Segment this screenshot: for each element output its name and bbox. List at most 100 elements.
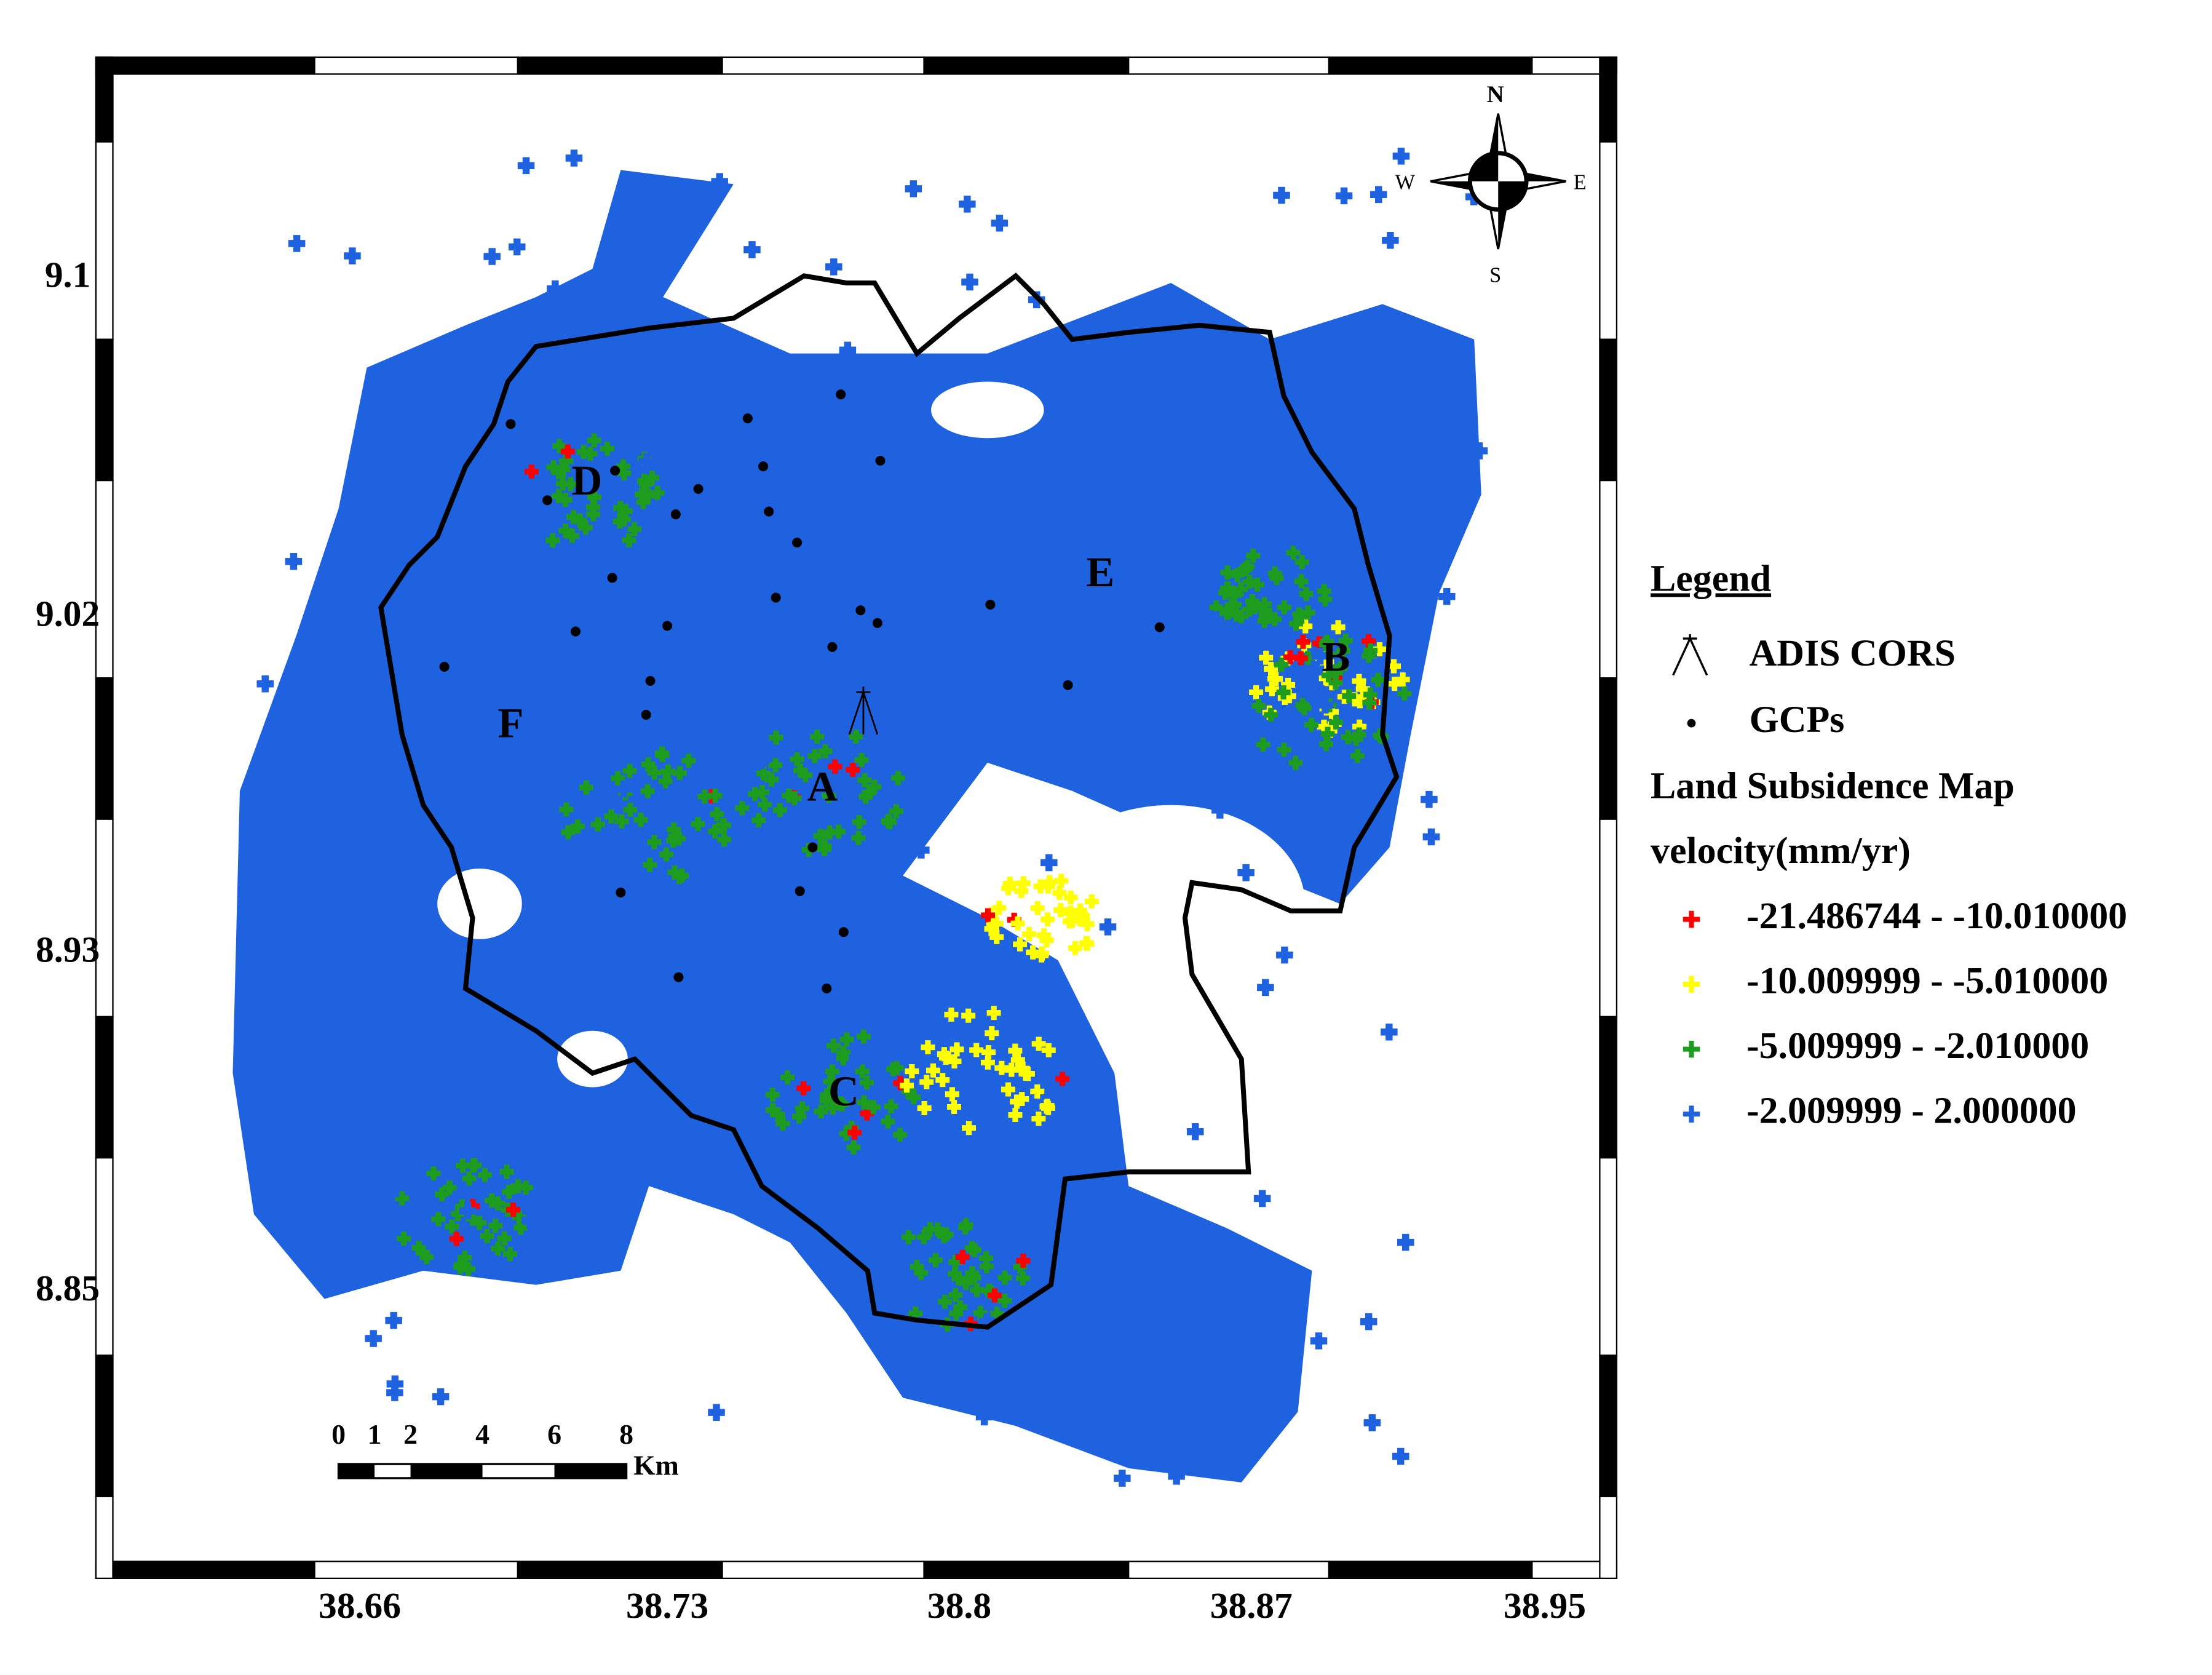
velocity-point (735, 801, 750, 816)
velocity-point (938, 1050, 953, 1065)
velocity-point (426, 1166, 441, 1181)
velocity-point (477, 1168, 492, 1182)
velocity-point (1387, 677, 1402, 691)
velocity-point (1055, 1072, 1070, 1086)
velocity-point (1267, 672, 1282, 686)
frame-segment (1128, 1561, 1330, 1579)
velocity-point (1264, 707, 1278, 722)
velocity-point (866, 1100, 881, 1115)
velocity-point (395, 1191, 410, 1206)
scale-bar-segment (483, 1464, 555, 1478)
velocity-point (565, 149, 583, 167)
velocity-point (987, 1288, 1002, 1303)
frame-segment (95, 818, 114, 1017)
velocity-point (1293, 651, 1308, 666)
velocity-point (659, 847, 674, 862)
velocity-point (615, 780, 633, 798)
velocity-point (1021, 517, 1039, 534)
velocity-point (609, 1176, 627, 1194)
velocity-point (822, 825, 837, 840)
velocity-point (944, 1007, 959, 1022)
lon-label: 38.87 (1210, 1585, 1293, 1626)
velocity-point (612, 514, 627, 529)
velocity-point (386, 1375, 404, 1393)
velocity-point (1251, 698, 1266, 713)
velocity-point (1363, 1414, 1381, 1431)
velocity-point (1294, 555, 1309, 570)
lon-label: 38.95 (1504, 1585, 1586, 1626)
velocity-point (764, 772, 779, 787)
velocity-point (350, 689, 367, 707)
velocity-point (807, 749, 822, 763)
velocity-point (1234, 582, 1248, 597)
velocity-point (833, 1096, 847, 1111)
velocity-point (955, 1249, 970, 1264)
velocity-point (450, 963, 467, 980)
frame-segment (1599, 56, 1618, 143)
velocity-point (1014, 883, 1029, 898)
frame-segment (95, 677, 114, 820)
velocity-point (1277, 600, 1291, 615)
velocity-point (852, 814, 866, 829)
legend-class-label: -5.009999 - -2.010000 (1746, 1025, 2089, 1067)
frame-segment (517, 1561, 723, 1579)
velocity-point (1015, 1061, 1030, 1076)
velocity-point (1022, 927, 1037, 942)
velocity-point (667, 865, 682, 880)
velocity-point (633, 813, 648, 827)
legend-swatch (1683, 976, 1700, 993)
velocity-point (822, 789, 836, 803)
velocity-point (1040, 912, 1055, 927)
scale-bar-segment (338, 1464, 375, 1478)
gcp (827, 642, 838, 652)
velocity-point (1296, 634, 1310, 649)
legend-item: GCPs (1750, 699, 1845, 741)
velocity-point (683, 853, 701, 870)
velocity-point (796, 1081, 811, 1096)
velocity-point (826, 1194, 844, 1212)
gap-area (1199, 1009, 1312, 1137)
velocity-point (947, 1054, 962, 1068)
velocity-point (989, 1385, 1007, 1402)
velocity-point (752, 752, 770, 770)
velocity-point (1052, 886, 1067, 901)
velocity-point (780, 1070, 795, 1084)
velocity-point (884, 1235, 902, 1253)
velocity-point (924, 607, 942, 624)
gcp (875, 455, 886, 466)
velocity-point (717, 832, 732, 847)
velocity-point (1320, 634, 1334, 649)
velocity-point (1211, 802, 1229, 819)
velocity-point (397, 1231, 411, 1246)
velocity-point (921, 1040, 935, 1055)
gcp (838, 927, 849, 937)
velocity-point (1299, 586, 1314, 601)
velocity-point (758, 797, 772, 812)
gcp (641, 709, 651, 720)
velocity-point (449, 1231, 464, 1246)
velocity-point (817, 841, 831, 856)
velocity-point (851, 830, 866, 845)
velocity-point (793, 763, 807, 778)
velocity-point (1317, 795, 1334, 812)
velocity-point (1264, 661, 1278, 676)
velocity-point (1063, 890, 1078, 905)
velocity-point (979, 1259, 994, 1274)
velocity-point (969, 1043, 984, 1057)
velocity-point (949, 1042, 964, 1057)
velocity-point (881, 1114, 895, 1129)
zone-label: C (828, 1068, 859, 1115)
velocity-point (568, 744, 586, 762)
velocity-point (1273, 186, 1290, 204)
velocity-point (1245, 594, 1260, 608)
velocity-point (459, 1202, 477, 1220)
velocity-point (855, 1064, 870, 1079)
velocity-point (1218, 634, 1235, 651)
velocity-point (916, 1230, 931, 1244)
frame-segment (95, 1355, 114, 1497)
velocity-point (959, 196, 976, 213)
velocity-point (1342, 689, 1357, 703)
velocity-point (819, 1093, 834, 1108)
velocity-point (303, 1188, 321, 1205)
